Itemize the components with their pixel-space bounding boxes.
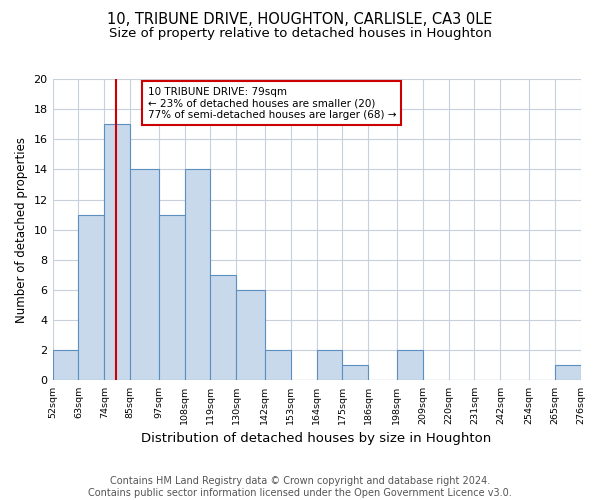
Bar bbox=[130, 170, 158, 380]
Bar bbox=[397, 350, 422, 380]
Bar bbox=[343, 366, 368, 380]
Bar bbox=[158, 214, 185, 380]
Bar bbox=[79, 214, 104, 380]
Bar bbox=[554, 366, 581, 380]
Bar bbox=[185, 170, 211, 380]
Text: 10 TRIBUNE DRIVE: 79sqm
← 23% of detached houses are smaller (20)
77% of semi-de: 10 TRIBUNE DRIVE: 79sqm ← 23% of detache… bbox=[148, 86, 396, 120]
Text: Size of property relative to detached houses in Houghton: Size of property relative to detached ho… bbox=[109, 28, 491, 40]
Bar bbox=[211, 275, 236, 380]
Text: 10, TRIBUNE DRIVE, HOUGHTON, CARLISLE, CA3 0LE: 10, TRIBUNE DRIVE, HOUGHTON, CARLISLE, C… bbox=[107, 12, 493, 28]
Y-axis label: Number of detached properties: Number of detached properties bbox=[15, 136, 28, 322]
Bar bbox=[236, 290, 265, 380]
Bar bbox=[53, 350, 79, 380]
X-axis label: Distribution of detached houses by size in Houghton: Distribution of detached houses by size … bbox=[142, 432, 491, 445]
Bar bbox=[265, 350, 290, 380]
Bar bbox=[317, 350, 343, 380]
Text: Contains HM Land Registry data © Crown copyright and database right 2024.
Contai: Contains HM Land Registry data © Crown c… bbox=[88, 476, 512, 498]
Bar bbox=[104, 124, 130, 380]
